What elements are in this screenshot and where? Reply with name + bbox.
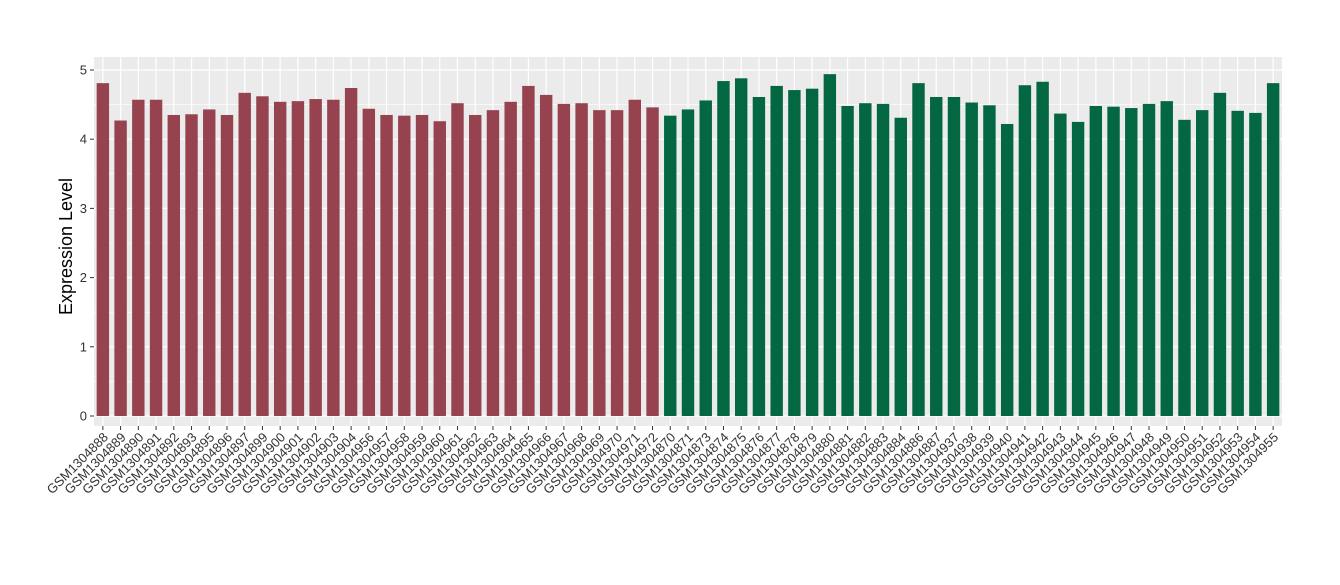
bar-GSM1304939 (983, 105, 996, 417)
bar-GSM1304897 (238, 92, 251, 416)
bar-GSM1304879 (805, 88, 819, 417)
bar-GSM1304892 (167, 114, 180, 416)
bar-GSM1304953 (1231, 110, 1244, 416)
bar-GSM1304964 (504, 101, 517, 416)
bar-GSM1304949 (1160, 101, 1173, 416)
bar-GSM1304876 (752, 96, 766, 416)
bar-GSM1304896 (220, 114, 234, 416)
bar-GSM1304951 (1196, 110, 1209, 417)
y-tick-label: 3 (80, 201, 87, 216)
bar-GSM1304891 (149, 99, 163, 417)
bar-GSM1304971 (628, 99, 642, 417)
bars (96, 74, 1280, 417)
bar-GSM1304870 (664, 115, 677, 416)
bar-GSM1304965 (522, 85, 535, 416)
bar-GSM1304875 (734, 78, 748, 416)
bar-GSM1304895 (203, 109, 216, 416)
bar-GSM1304947 (1125, 108, 1138, 416)
bar-GSM1304886 (912, 83, 925, 416)
bar-GSM1304889 (114, 120, 127, 417)
bar-GSM1304958 (398, 115, 411, 416)
bar-GSM1304938 (965, 102, 978, 417)
bar-GSM1304945 (1089, 105, 1103, 416)
bar-GSM1304880 (823, 74, 837, 416)
bar-GSM1304969 (593, 110, 606, 417)
bar-GSM1304900 (273, 101, 287, 416)
bar-GSM1304946 (1107, 106, 1120, 417)
bar-GSM1304943 (1054, 113, 1067, 416)
bar-GSM1304972 (646, 107, 659, 417)
bar-GSM1304878 (788, 90, 801, 417)
bar-GSM1304941 (1018, 85, 1032, 416)
y-tick-label: 0 (80, 409, 87, 424)
bar-GSM1304959 (415, 114, 429, 416)
bar-GSM1304890 (132, 99, 145, 417)
bar-GSM1304877 (770, 85, 783, 416)
bar-GSM1304970 (610, 110, 624, 417)
bar-GSM1304937 (947, 96, 961, 416)
bar-GSM1304963 (486, 110, 500, 417)
bar-GSM1304944 (1071, 121, 1085, 417)
y-tick-label: 1 (80, 339, 87, 354)
bar-GSM1304940 (1000, 123, 1014, 416)
bar-GSM1304968 (575, 103, 588, 416)
bar-GSM1304903 (327, 99, 340, 417)
bar-GSM1304960 (433, 121, 446, 416)
bar-GSM1304952 (1213, 92, 1227, 416)
bar-GSM1304956 (362, 108, 376, 416)
bar-GSM1304955 (1266, 83, 1280, 416)
bar-GSM1304899 (256, 96, 269, 417)
bar-GSM1304902 (309, 99, 322, 417)
bar-GSM1304962 (469, 114, 482, 416)
bar-GSM1304967 (557, 103, 571, 417)
y-axis-title: Expression Level (56, 178, 76, 315)
bar-GSM1304884 (894, 117, 907, 417)
bar-GSM1304887 (930, 96, 943, 416)
bar-GSM1304901 (291, 101, 305, 416)
bar-GSM1304882 (859, 103, 872, 416)
y-tick-label: 5 (80, 63, 87, 78)
bar-GSM1304942 (1036, 81, 1049, 416)
bar-GSM1304950 (1178, 119, 1191, 416)
bar-GSM1304883 (876, 103, 890, 417)
bar-GSM1304948 (1142, 103, 1156, 417)
y-tick-label: 4 (80, 132, 87, 147)
x-axis: GSM1304888GSM1304889GSM1304890GSM1304891… (44, 426, 1281, 497)
y-tick-label: 2 (80, 270, 87, 285)
bar-GSM1304957 (380, 114, 393, 416)
bar-GSM1304888 (96, 83, 110, 416)
bar-GSM1304871 (681, 109, 695, 416)
bar-GSM1304874 (717, 81, 730, 417)
bar-GSM1304893 (185, 114, 198, 417)
bar-GSM1304966 (539, 94, 553, 417)
bar-GSM1304904 (344, 87, 358, 416)
bar-GSM1304873 (699, 100, 712, 416)
bar-GSM1304954 (1249, 112, 1262, 417)
bar-GSM1304961 (451, 103, 464, 416)
bar-GSM1304881 (841, 105, 854, 416)
y-axis: 0 1 2 3 4 5 (80, 63, 94, 424)
